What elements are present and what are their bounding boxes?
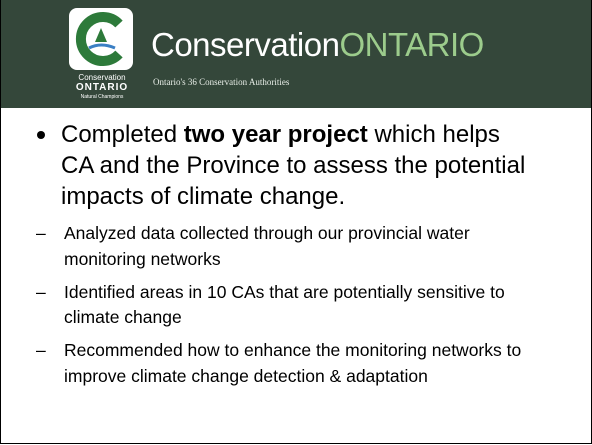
text: which helps CA and the Province to asses… [61,121,526,210]
sub-bullet: Recommended how to enhance the monitorin… [36,338,539,389]
logo-line: Natural Champions [80,94,124,100]
text: Completed [61,121,184,148]
brand-accent: ONTARIO [339,26,484,63]
sub-bullet: Analyzed data collected through our prov… [36,221,539,272]
header: Conservation ONTARIO Natural Champions C… [1,0,591,108]
main-bullet: Completed two year project which helps C… [37,119,531,212]
logo-line: ONTARIO [75,82,129,93]
sub-bullets: Analyzed data collected through our prov… [36,221,539,397]
logo-line: Conservation [78,73,126,82]
brand-name: Conservation [151,26,340,63]
tagline: Ontario's 36 Conservation Authorities [153,77,290,87]
brand: ConservationONTARIO [151,26,484,64]
sub-bullet: Identified areas in 10 CAs that are pote… [36,280,539,331]
logo: Conservation ONTARIO Natural Champions [67,6,137,104]
logo-icon [69,8,133,70]
emphasis: two year project [183,121,368,148]
